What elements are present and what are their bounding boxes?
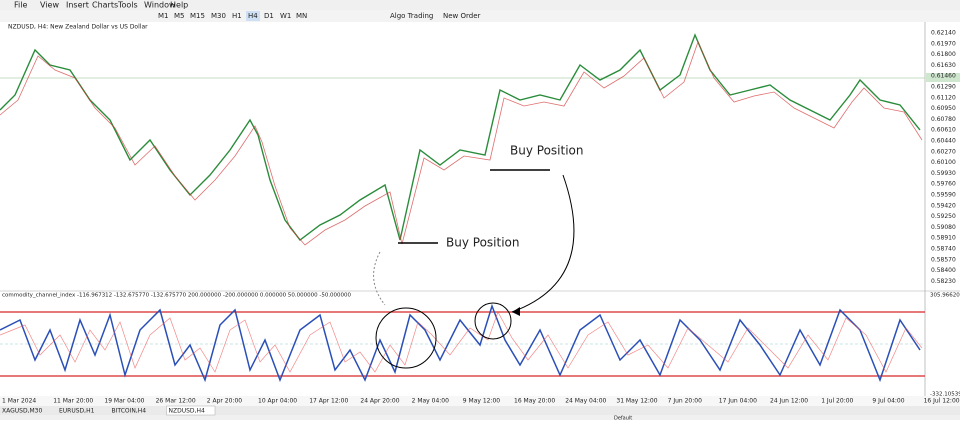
- timeframe-button[interactable]: D1: [264, 12, 274, 20]
- price-label: 0.59760: [931, 181, 956, 188]
- menu-item[interactable]: Tools: [117, 1, 138, 10]
- arrowhead: [512, 307, 520, 316]
- price-label: 0.59590: [931, 192, 956, 199]
- time-label: 24 Jun 12:00: [770, 398, 808, 405]
- arrow: [511, 174, 575, 313]
- price-label: 0.59250: [931, 213, 956, 220]
- price-shape-2: [0, 40, 923, 246]
- price-label: 0.61630: [931, 62, 956, 69]
- time-label: 10 Apr 04:00: [258, 398, 297, 405]
- menu-item[interactable]: Window: [144, 1, 176, 10]
- menu-item[interactable]: Help: [170, 1, 188, 10]
- price-label: 0.60100: [931, 159, 956, 166]
- time-label: 17 Apr 12:00: [309, 398, 348, 405]
- status-text: Default: [614, 416, 632, 421]
- price-label: 0.61290: [931, 84, 956, 91]
- highlight-circle: [474, 302, 512, 340]
- price-label: 0.58400: [931, 267, 956, 274]
- chart-title: NZDUSD, H4: New Zealand Dollar vs US Dol…: [8, 24, 148, 31]
- menu-item[interactable]: Insert: [66, 1, 89, 10]
- time-label: 11 Mar 20:00: [53, 398, 93, 405]
- price-label: 0.60780: [931, 116, 956, 123]
- menu-item[interactable]: File: [14, 1, 27, 10]
- price-label: 0.60610: [931, 127, 956, 134]
- new-order-button[interactable]: New Order: [443, 12, 481, 20]
- timeframe-button[interactable]: MN: [296, 12, 307, 20]
- chart-tab[interactable]: XAGUSD,M30: [2, 408, 42, 415]
- price-shape: [0, 33, 921, 241]
- price-label: 0.61970: [931, 40, 956, 47]
- timeframe-button[interactable]: M15: [190, 12, 205, 20]
- time-label: 19 Mar 04:00: [104, 398, 144, 405]
- annotation: Buy Position: [446, 236, 519, 250]
- chart-bg: [0, 22, 960, 405]
- chart-tab[interactable]: NZDUSD,H4: [169, 408, 205, 415]
- menu-bar: [0, 0, 960, 10]
- time-axis: [0, 396, 960, 406]
- annotation: Buy Position: [510, 144, 583, 158]
- price-label: 0.61800: [931, 51, 956, 58]
- tf-active: [246, 11, 260, 21]
- price-label: 0.62140: [931, 30, 956, 37]
- time-label: 17 Jun 04:00: [719, 398, 757, 405]
- price-label: 0.58570: [931, 256, 956, 263]
- time-label: 16 May 20:00: [514, 398, 555, 405]
- price-label: 0.58740: [931, 246, 956, 253]
- price-label: 0.59420: [931, 202, 956, 209]
- price-highlight: [926, 73, 960, 82]
- time-label: 9 Jul 04:00: [872, 398, 904, 405]
- price-label: 0.60950: [931, 105, 956, 112]
- time-label: 24 May 04:00: [565, 398, 606, 405]
- tab-bar: [0, 406, 960, 415]
- arrow: [373, 251, 386, 306]
- time-label: 9 May 12:00: [463, 398, 501, 405]
- time-label: 24 Apr 20:00: [360, 398, 399, 405]
- indicator-top: 305.966209: [930, 293, 960, 299]
- highlight-circle: [375, 307, 437, 369]
- time-label: 7 Jun 20:00: [668, 398, 702, 405]
- time-label: 1 Jul 20:00: [821, 398, 853, 405]
- price-label: 0.58910: [931, 235, 956, 242]
- indicator-label: commodity_channel_index -116.967312 -132…: [2, 293, 352, 299]
- time-label: 1 Mar 2024: [2, 398, 36, 405]
- status-bar: [0, 415, 960, 420]
- time-label: 16 Jul 12:00: [924, 398, 960, 405]
- price-label: 0.59080: [931, 224, 956, 231]
- price-label: 0.60440: [931, 138, 956, 145]
- time-label: 2 Apr 20:00: [207, 398, 242, 405]
- toolbar: [0, 10, 960, 22]
- timeframe-button[interactable]: W1: [280, 12, 291, 20]
- chart-tab[interactable]: BITCOIN,H4: [112, 408, 147, 415]
- timeframe-button[interactable]: M30: [211, 12, 226, 20]
- price-label: 0.60270: [931, 148, 956, 155]
- indicator-bottom: -332.105395: [930, 392, 960, 398]
- timeframe-button[interactable]: H1: [232, 12, 242, 20]
- algo-trading-button[interactable]: Algo Trading: [390, 12, 433, 20]
- time-label: 2 May 04:00: [412, 398, 450, 405]
- menu-item[interactable]: Charts: [92, 1, 118, 10]
- chart-tab[interactable]: EURUSD,H1: [59, 408, 95, 415]
- price-label: 0.58230: [931, 278, 956, 285]
- price-label: 0.59930: [931, 170, 956, 177]
- timeframe-button[interactable]: H4: [248, 12, 258, 20]
- cci-signal: [0, 311, 923, 373]
- timeframe-button[interactable]: M1: [158, 12, 169, 20]
- menu-item[interactable]: View: [40, 1, 59, 10]
- price-label: 0.61460: [931, 73, 956, 80]
- tab-active: [166, 405, 216, 416]
- timeframe-button[interactable]: M5: [174, 12, 185, 20]
- price-label: 0.61120: [931, 94, 956, 101]
- time-label: 26 Mar 12:00: [156, 398, 196, 405]
- time-label: 31 May 12:00: [616, 398, 657, 405]
